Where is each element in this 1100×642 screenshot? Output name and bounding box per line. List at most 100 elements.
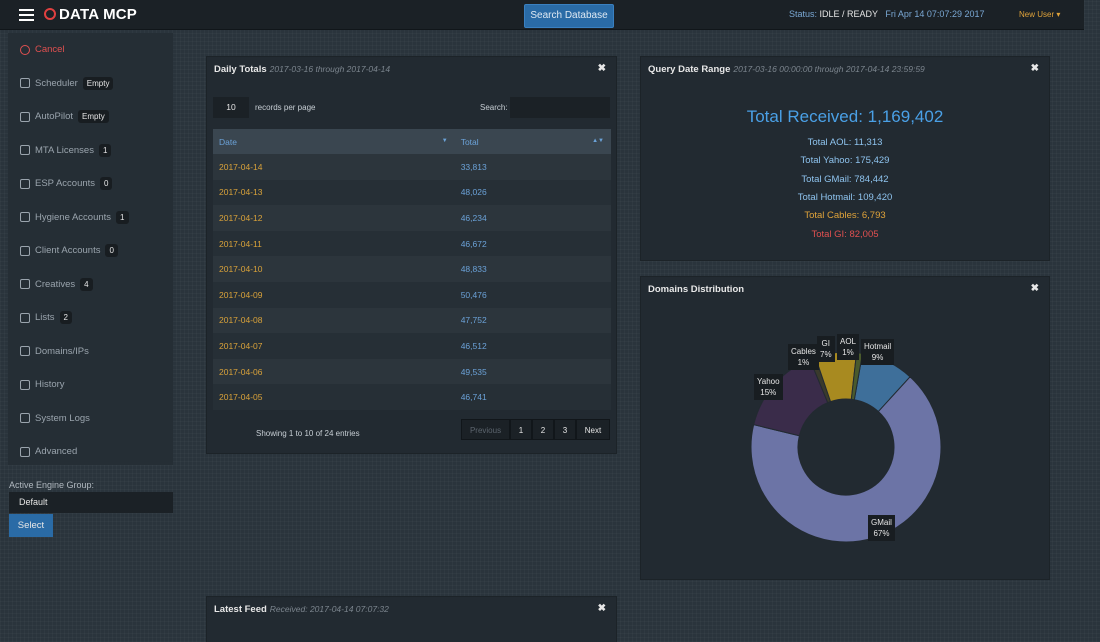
date-cell: 2017-04-08 xyxy=(213,307,455,334)
page-1-button[interactable]: 1 xyxy=(510,419,532,440)
page-2-button[interactable]: 2 xyxy=(532,419,554,440)
total-hotmail: Total Hotmail: 109,420 xyxy=(797,192,893,203)
sidebar-item-domains-ips[interactable]: Domains/IPs xyxy=(8,335,173,369)
column-header-label: Date xyxy=(219,136,237,147)
domains-donut-chart xyxy=(750,351,942,543)
slice-label-yahoo: Yahoo 15% xyxy=(754,374,783,400)
total-cell: 49,535 xyxy=(454,358,611,385)
close-icon[interactable]: ✖ xyxy=(597,63,606,74)
latest-feed-title: Latest Feed xyxy=(214,604,267,615)
logo-bold: DATA xyxy=(59,6,99,23)
sidebar-item-system-logs[interactable]: System Logs xyxy=(8,402,173,436)
status-value: IDLE / READY xyxy=(819,9,878,19)
total-cell: 48,026 xyxy=(454,179,611,206)
daily-totals-range: 2017-03-16 through 2017-04-14 xyxy=(269,64,391,74)
panel-title: Latest Feed Received: 2017-04-14 07:07:32 xyxy=(214,604,389,615)
total-cell: 48,833 xyxy=(454,256,611,282)
total-cell: 47,752 xyxy=(454,307,611,334)
calendar-icon xyxy=(20,78,30,89)
sidebar-item-cancel[interactable]: Cancel xyxy=(8,33,173,67)
user-name: New User xyxy=(1019,10,1055,19)
count-badge: 0 xyxy=(100,177,113,191)
sidebar-item-scheduler[interactable]: Scheduler Empty xyxy=(8,67,173,101)
sidebar-item-label: Lists xyxy=(35,312,55,324)
donut-slice-gmail[interactable] xyxy=(750,376,942,543)
sidebar-item-history[interactable]: History xyxy=(8,368,173,402)
records-per-page-select[interactable]: 10 xyxy=(213,97,249,118)
table-row: 2017-04-08 47,752 xyxy=(213,307,611,334)
count-badge: Empty xyxy=(82,76,114,90)
domains-distribution-panel: Domains Distribution ✖ Hotmail 9% GMail 67%… xyxy=(640,276,1050,580)
sidebar-item-label: Client Accounts xyxy=(35,245,101,257)
query-range-value: 2017-03-16 00:00:00 through 2017-04-14 2… xyxy=(733,64,925,74)
slice-label-percent: 1% xyxy=(842,348,854,357)
date-cell: 2017-04-05 xyxy=(213,384,455,410)
total-gi: Total GI: 82,005 xyxy=(811,229,879,240)
status-bar: Status: IDLE / READY Fri Apr 14 07:07:29… xyxy=(789,9,984,19)
table-row: 2017-04-14 33,813 xyxy=(213,154,611,180)
column-header-date[interactable]: Date ▼ xyxy=(213,129,455,154)
bar-chart-icon xyxy=(20,379,30,390)
user-menu[interactable]: New User ▾ xyxy=(1019,10,1061,19)
slice-label-name: Hotmail xyxy=(864,342,892,351)
menu-icon[interactable] xyxy=(19,9,34,21)
daily-totals-panel: Daily Totals 2017-03-16 through 2017-04-1… xyxy=(206,56,617,454)
logo-thin: MCP xyxy=(103,6,137,23)
table-row: 2017-04-11 46,672 xyxy=(213,230,611,257)
column-header-total[interactable]: Total ▲▼ xyxy=(454,129,611,154)
pagination: Previous 1 2 3 Next xyxy=(461,419,610,440)
sidebar-item-label: Creatives xyxy=(35,278,76,290)
briefcase-icon xyxy=(20,212,30,223)
sidebar-item-client-accounts[interactable]: Client Accounts 0 xyxy=(8,234,173,268)
total-cell: 46,741 xyxy=(454,384,611,410)
slice-label-percent: 9% xyxy=(871,353,884,362)
query-date-range-panel: Query Date Range 2017-03-16 00:00:00 thro… xyxy=(640,56,1050,261)
close-icon[interactable]: ✖ xyxy=(1030,63,1039,74)
sidebar-item-mta-licenses[interactable]: MTA Licenses 1 xyxy=(8,134,173,168)
wrench-icon xyxy=(20,446,30,457)
sidebar-item-label: System Logs xyxy=(35,412,90,424)
previous-page-button[interactable]: Previous xyxy=(461,419,510,440)
upload-icon xyxy=(20,245,30,256)
sort-icon: ▲▼ xyxy=(592,138,604,144)
engine-group-select[interactable]: Default xyxy=(9,492,173,513)
total-cables: Total Cables: 6,793 xyxy=(804,210,886,221)
search-database-button[interactable]: Search Database xyxy=(524,4,614,28)
sidebar-item-esp-accounts[interactable]: ESP Accounts 0 xyxy=(8,167,173,201)
total-cell: 46,234 xyxy=(454,205,611,231)
sidebar-item-label: MTA Licenses xyxy=(35,144,94,156)
app-logo[interactable]: DATA MCP xyxy=(44,6,137,23)
total-cell: 33,813 xyxy=(454,154,611,180)
sidebar-item-lists[interactable]: Lists 2 xyxy=(8,301,173,335)
slice-label-name: GMail xyxy=(871,518,892,527)
date-cell: 2017-04-13 xyxy=(213,179,455,206)
column-header-label: Total xyxy=(460,136,479,147)
count-badge: 0 xyxy=(105,244,118,258)
sidebar-item-creatives[interactable]: Creatives 4 xyxy=(8,268,173,302)
search-input[interactable] xyxy=(510,97,610,118)
sidebar-item-autopilot[interactable]: AutoPilot Empty xyxy=(8,100,173,134)
slice-label-aol: AOL 1% xyxy=(837,334,860,360)
query-range-title: Query Date Range xyxy=(648,64,731,75)
select-button[interactable]: Select xyxy=(9,514,53,537)
sidebar-item-advanced[interactable]: Advanced xyxy=(8,435,173,469)
slice-label-hotmail: Hotmail 9% xyxy=(861,339,895,365)
slice-label-name: AOL xyxy=(840,337,857,346)
page-3-button[interactable]: 3 xyxy=(554,419,576,440)
sidebar-item-hygiene-accounts[interactable]: Hygiene Accounts 1 xyxy=(8,201,173,235)
engine-group-label: Active Engine Group: xyxy=(9,480,95,490)
folder-icon xyxy=(20,312,30,323)
total-received: Total Received: 1,169,402 xyxy=(746,107,944,126)
table-row: 2017-04-09 50,476 xyxy=(213,281,611,308)
table-row: 2017-04-10 48,833 xyxy=(213,256,611,282)
table-row: 2017-04-06 49,535 xyxy=(213,358,611,385)
close-icon[interactable]: ✖ xyxy=(1030,283,1039,294)
total-cell: 46,512 xyxy=(454,333,611,359)
table-row: 2017-04-12 46,234 xyxy=(213,205,611,231)
next-page-button[interactable]: Next xyxy=(576,419,610,440)
close-icon[interactable]: ✖ xyxy=(597,603,606,614)
sidebar-item-label: Advanced xyxy=(35,446,78,458)
date-cell: 2017-04-06 xyxy=(213,358,455,385)
domains-title: Domains Distribution xyxy=(648,284,745,295)
date-cell: 2017-04-07 xyxy=(213,333,455,359)
